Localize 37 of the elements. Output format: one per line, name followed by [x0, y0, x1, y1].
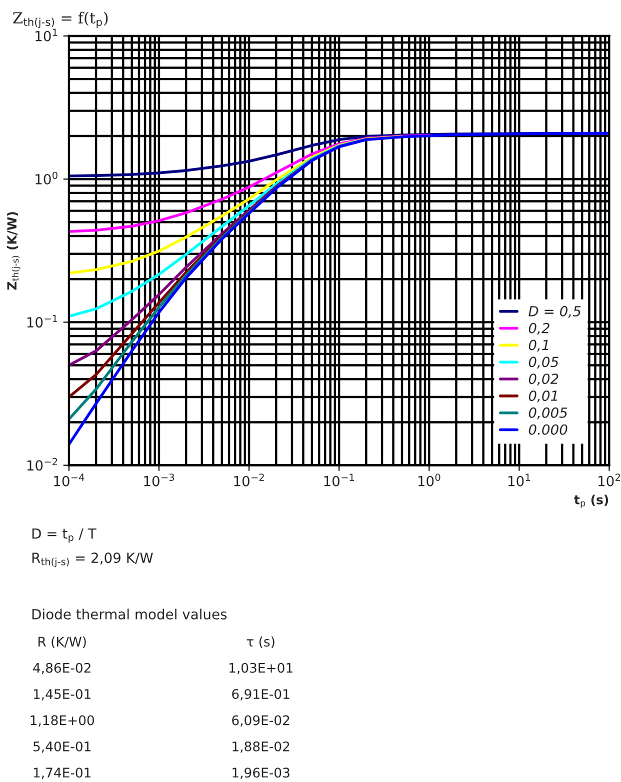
legend-label: 0,02	[528, 374, 558, 386]
text: 4,86E-02	[33, 662, 90, 674]
text: 6,91E-01	[232, 689, 290, 700]
text: τ (s)	[246, 636, 274, 648]
text: 5,40E-01	[33, 741, 91, 753]
y-tick-label: 10$^{−2}$	[27, 458, 58, 471]
x-tick-label: 10$^{0}$	[418, 474, 440, 486]
y-tick-label: 10$^{−1}$	[27, 314, 58, 328]
x-tick-label: 10$^{1}$	[508, 474, 530, 486]
text: 1,96E-03	[232, 768, 290, 779]
legend-label: 0,05	[528, 356, 558, 369]
legend-label: 0,005	[528, 407, 568, 420]
x-tick-label: 10$^{−1}$	[324, 474, 354, 486]
legend-label: 0,2	[528, 322, 550, 335]
x-tick-label: 10$^{−4}$	[54, 474, 84, 486]
x-tick-label: 10$^{−3}$	[144, 474, 174, 486]
x-axis-title: t$_{p}$ (s)	[574, 494, 608, 508]
legend-label: 0,1	[528, 340, 548, 352]
text: 1,88E-02	[232, 741, 290, 753]
text: Diode thermal model values	[32, 608, 227, 620]
text: R$_{th(j-s)}$ = 2,09 K/W	[32, 552, 153, 568]
text: 1,45E-01	[34, 689, 91, 700]
text: 1,18E+00	[30, 715, 94, 727]
y-tick-label: 10$^{1}$	[36, 28, 58, 42]
legend-label: 0,01	[528, 390, 557, 402]
text: R (K/W)	[38, 636, 86, 648]
legend-label: D = 0,5	[528, 306, 581, 318]
x-tick-label: 10$^{2}$	[598, 474, 620, 486]
y-axis-title: Z$_{th(j-s)}$ (K/W)	[6, 212, 20, 290]
legend-label: 0.000	[528, 424, 568, 435]
text: 1,74E-01	[34, 768, 91, 779]
text: 1,03E+01	[229, 662, 292, 674]
text: 6,09E-02	[232, 715, 290, 727]
chart-title: Z$_{th(j-s)}$ = f(t$_{p}$)	[13, 12, 108, 28]
x-tick-label: 10$^{−2}$	[234, 474, 264, 486]
y-tick-label: 10$^{0}$	[36, 172, 58, 184]
text: D = t$_{p}$ / T	[32, 528, 96, 543]
